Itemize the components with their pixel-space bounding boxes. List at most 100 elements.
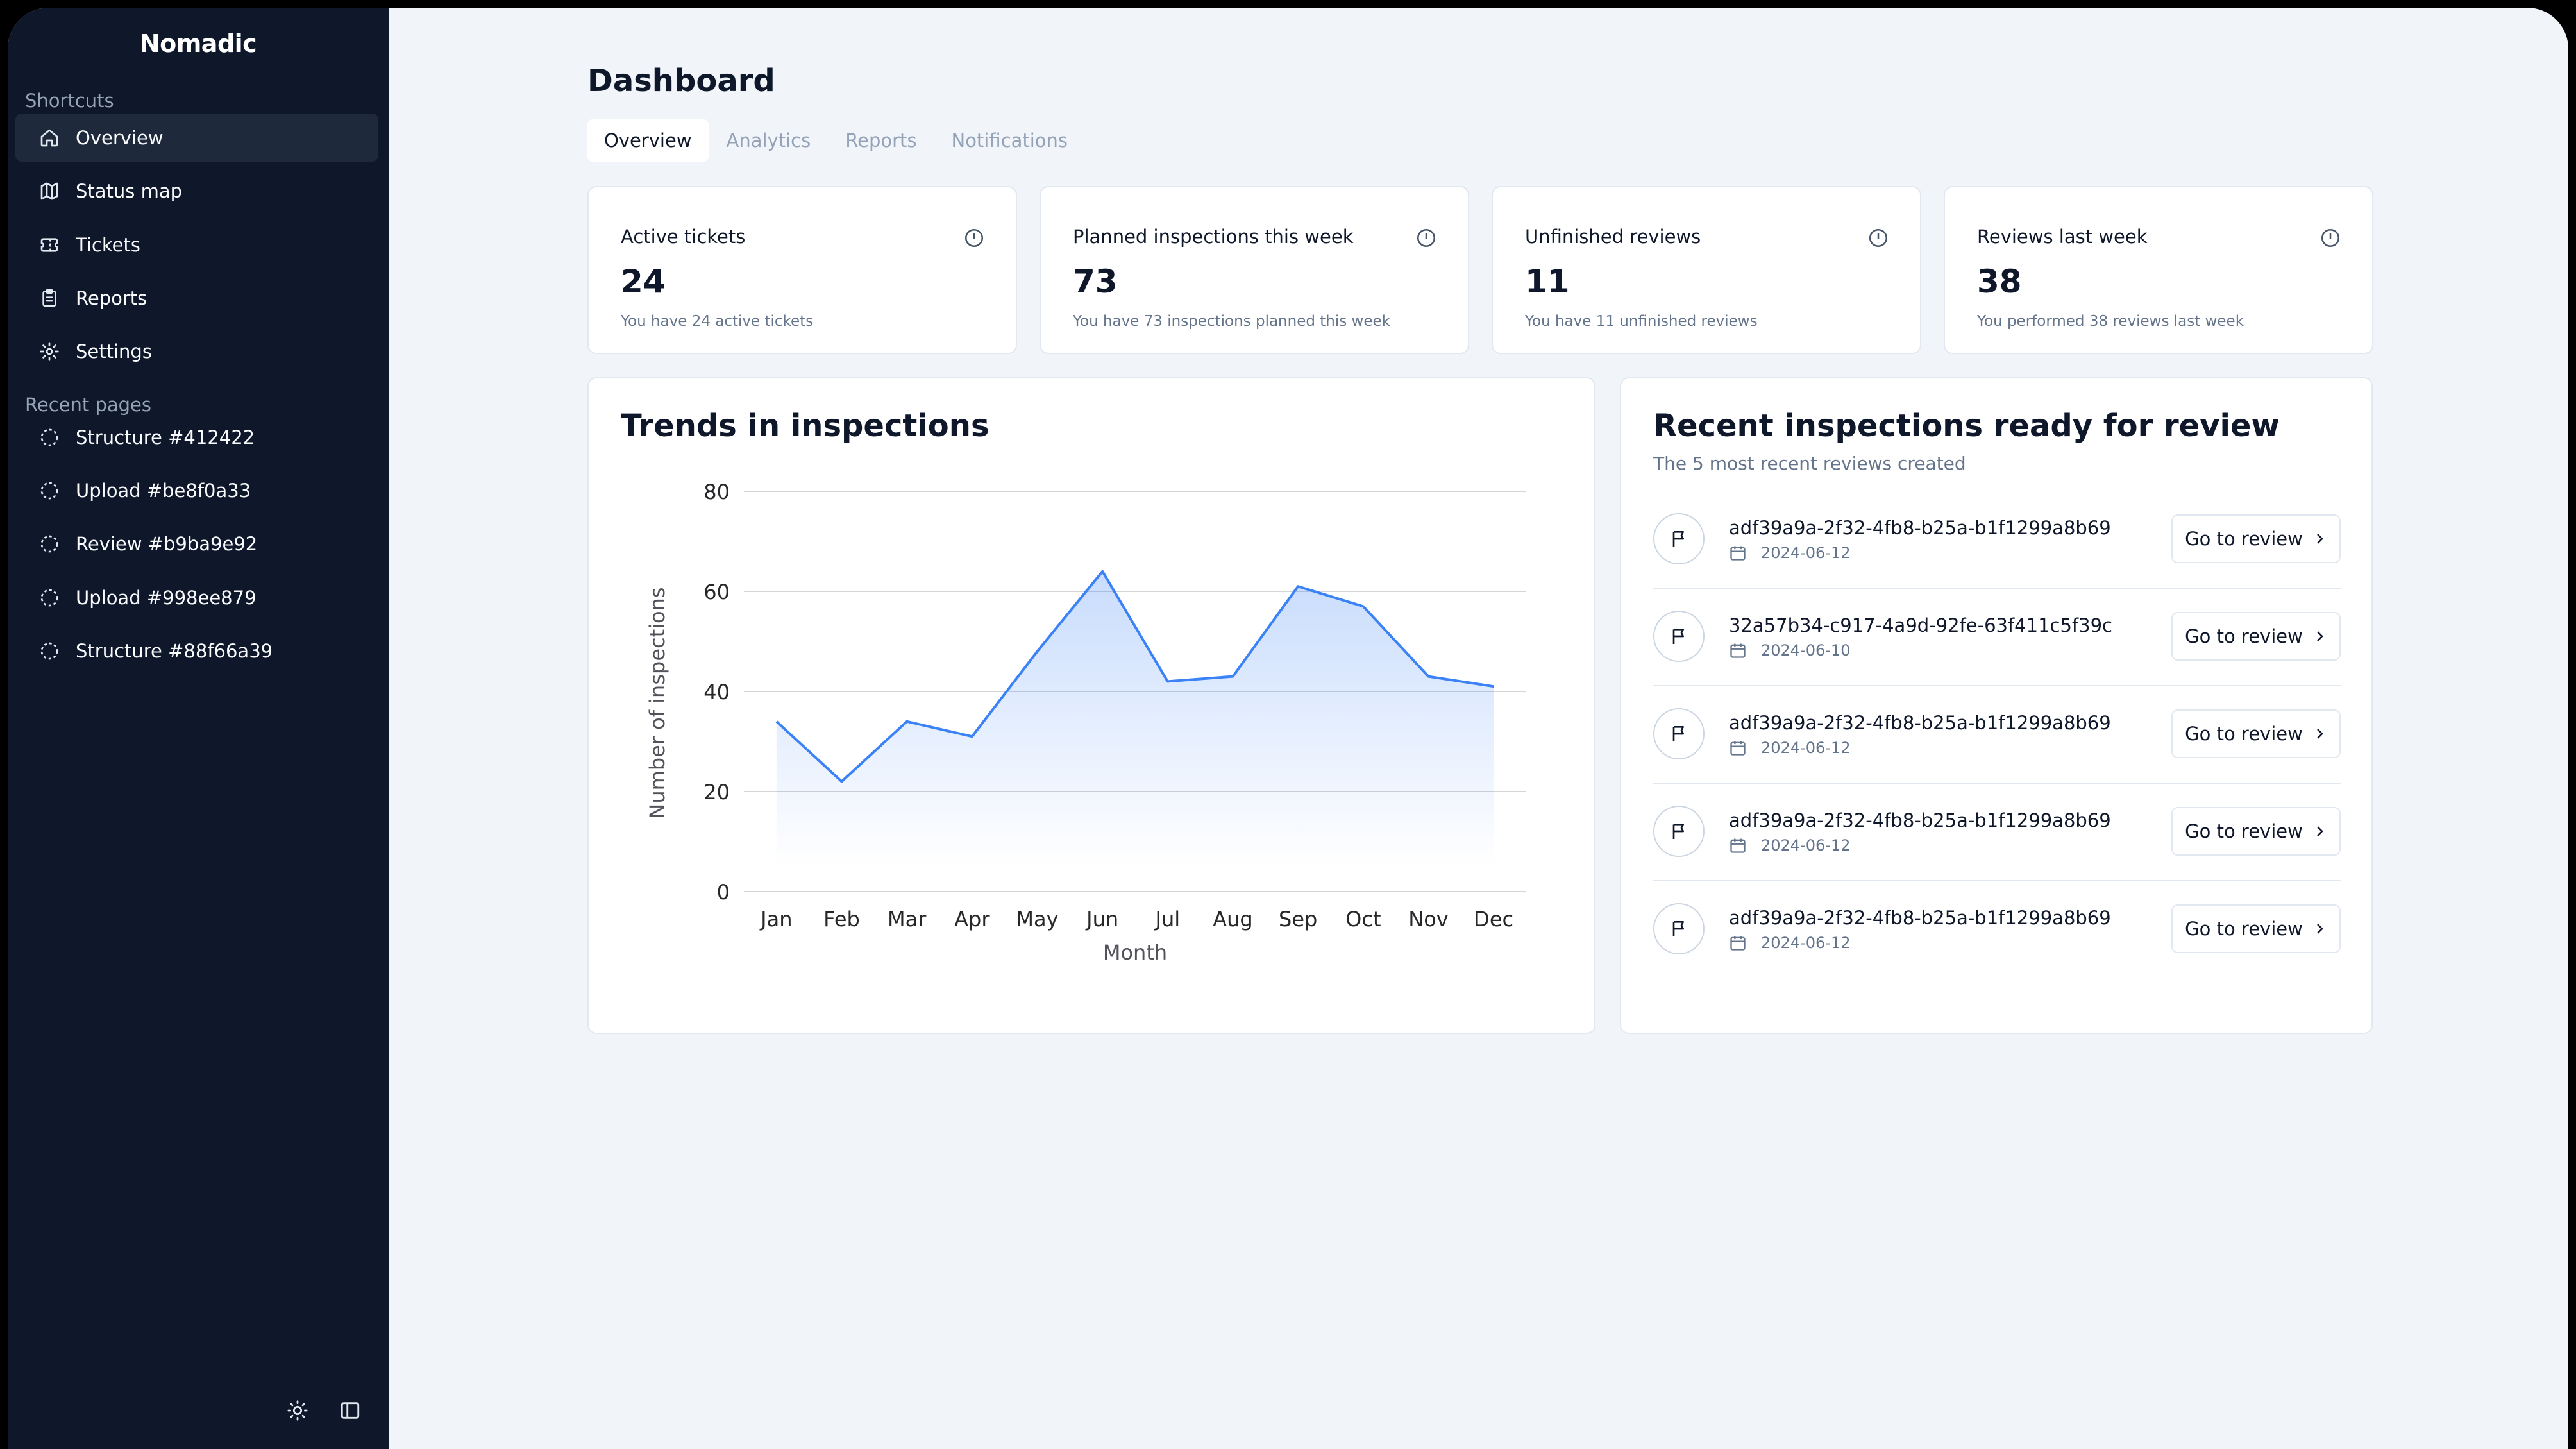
data-point	[1492, 684, 1495, 688]
recent-page-item[interactable]: Upload #be8f0a33	[15, 466, 378, 514]
go-to-review-button[interactable]: Go to review	[2171, 514, 2341, 563]
series-area	[776, 571, 1494, 867]
x-tick-label: Sep	[1279, 907, 1317, 931]
review-id: adf39a9a-2f32-4fb8-b25a-b1f1299a8b69	[1729, 907, 2111, 929]
calendar-icon	[1730, 546, 1746, 561]
button-label: Go to review	[2185, 723, 2303, 745]
flag-icon	[1653, 903, 1705, 954]
recent-page-item[interactable]: Review #b9ba9e92	[15, 520, 378, 568]
data-point	[1231, 675, 1235, 679]
recent-page-item[interactable]: Upload #998ee879	[15, 573, 378, 622]
sidebar-item-label: Status map	[76, 180, 183, 202]
app-window: Nomadic Shortcuts Overview Status map Ti…	[8, 8, 2568, 1449]
ticket-icon	[38, 234, 60, 256]
stat-card-reviews-last-week: Reviews last week 38 You performed 38 re…	[1944, 186, 2373, 354]
calendar-icon	[1730, 643, 1746, 658]
recent-page-label: Structure #88f66a39	[76, 640, 273, 662]
button-label: Go to review	[2185, 625, 2303, 647]
recent-page-item[interactable]: Structure #412422	[15, 413, 378, 461]
loader-icon	[38, 640, 60, 662]
review-row: adf39a9a-2f32-4fb8-b25a-b1f1299a8b69 202…	[1653, 686, 2341, 784]
info-icon[interactable]	[1415, 227, 1437, 249]
sidebar-item-overview[interactable]: Overview	[15, 114, 378, 162]
review-date: 2024-06-12	[1729, 934, 1850, 952]
sidebar-toggle-icon[interactable]	[337, 1398, 363, 1423]
review-row: adf39a9a-2f32-4fb8-b25a-b1f1299a8b69 202…	[1653, 881, 2341, 979]
info-icon[interactable]	[2319, 227, 2341, 249]
data-point	[970, 734, 974, 738]
recent-page-label: Review #b9ba9e92	[76, 532, 258, 555]
sun-icon[interactable]	[285, 1398, 310, 1423]
tab-bar: Overview Analytics Reports Notifications	[587, 115, 1086, 165]
stat-label: Active tickets	[621, 226, 746, 248]
flag-icon	[1653, 708, 1705, 759]
sidebar-item-settings[interactable]: Settings	[15, 327, 378, 375]
recent-pages-label: Recent pages	[25, 394, 151, 416]
calendar-icon	[1730, 936, 1746, 951]
tab-overview[interactable]: Overview	[587, 119, 709, 162]
review-date-text: 2024-06-12	[1761, 934, 1851, 952]
review-id: adf39a9a-2f32-4fb8-b25a-b1f1299a8b69	[1729, 809, 2111, 831]
stat-card-active-tickets: Active tickets 24 You have 24 active tic…	[587, 186, 1017, 354]
stat-value: 24	[621, 263, 666, 300]
chart-title: Trends in inspections	[621, 408, 989, 444]
sidebar-item-label: Overview	[76, 126, 164, 149]
review-id: adf39a9a-2f32-4fb8-b25a-b1f1299a8b69	[1729, 517, 2111, 539]
chevron-right-icon	[2316, 924, 2323, 934]
y-tick-label: 80	[703, 480, 730, 504]
sidebar-item-reports[interactable]: Reports	[15, 274, 378, 322]
x-tick-label: Jul	[1154, 907, 1181, 931]
shortcuts-label: Shortcuts	[25, 90, 114, 112]
stat-subtext: You have 73 inspections planned this wee…	[1073, 313, 1390, 330]
go-to-review-button[interactable]: Go to review	[2171, 904, 2341, 953]
button-label: Go to review	[2185, 820, 2303, 842]
series-line	[775, 570, 1494, 783]
data-point	[1166, 679, 1170, 683]
tab-notifications[interactable]: Notifications	[951, 130, 1068, 151]
sidebar-item-status-map[interactable]: Status map	[15, 167, 378, 215]
stat-value: 11	[1525, 263, 1570, 300]
stat-subtext: You have 24 active tickets	[621, 313, 814, 330]
go-to-review-button[interactable]: Go to review	[2171, 612, 2341, 661]
data-point	[1361, 604, 1365, 608]
sidebar-item-label: Settings	[76, 340, 152, 362]
review-date-text: 2024-06-10	[1761, 641, 1851, 659]
x-tick-label: Jun	[1085, 907, 1118, 931]
review-date-text: 2024-06-12	[1761, 836, 1851, 854]
reviews-panel: Recent inspections ready for review The …	[1620, 377, 2373, 1034]
gear-icon	[38, 341, 60, 362]
x-tick-label: Apr	[954, 907, 990, 931]
stat-label: Reviews last week	[1977, 226, 2148, 248]
x-tick-label: Aug	[1213, 907, 1252, 931]
button-label: Go to review	[2185, 918, 2303, 940]
data-point	[1427, 675, 1431, 679]
go-to-review-button[interactable]: Go to review	[2171, 807, 2341, 856]
tab-analytics[interactable]: Analytics	[726, 130, 811, 151]
loader-icon	[38, 587, 60, 609]
trends-panel: Trends in inspections 0 20 40 60 80 Jan Feb Mar…	[587, 377, 1595, 1034]
review-row: 32a57b34-c917-4a9d-92fe-63f411c5f39c 202…	[1653, 589, 2341, 686]
sidebar-item-tickets[interactable]: Tickets	[15, 221, 378, 269]
trends-chart: 0 20 40 60 80 Jan Feb Mar Apr May Jun Jul Aug Sep Oct N…	[645, 480, 1526, 965]
stat-label: Planned inspections this week	[1073, 226, 1354, 248]
loader-icon	[38, 533, 60, 555]
x-tick-label: Dec	[1474, 907, 1513, 931]
tab-reports[interactable]: Reports	[845, 130, 917, 151]
review-row: adf39a9a-2f32-4fb8-b25a-b1f1299a8b69 202…	[1653, 784, 2341, 881]
y-tick-label: 40	[703, 680, 730, 704]
recent-page-item[interactable]: Structure #88f66a39	[15, 627, 378, 675]
brand-logo[interactable]: Nomadic	[139, 30, 257, 58]
data-point	[1036, 650, 1040, 654]
chevron-right-icon	[2316, 729, 2323, 739]
review-id: 32a57b34-c917-4a9d-92fe-63f411c5f39c	[1729, 614, 2112, 636]
stat-label: Unfinished reviews	[1525, 226, 1701, 248]
loader-icon	[38, 427, 60, 448]
info-icon[interactable]	[1867, 227, 1889, 249]
x-tick-label: May	[1016, 907, 1058, 931]
go-to-review-button[interactable]: Go to review	[2171, 709, 2341, 758]
data-point	[905, 720, 909, 724]
info-icon[interactable]	[963, 227, 985, 249]
stat-value: 73	[1073, 263, 1118, 300]
flag-icon	[1653, 806, 1705, 857]
x-tick-label: Mar	[888, 907, 927, 931]
